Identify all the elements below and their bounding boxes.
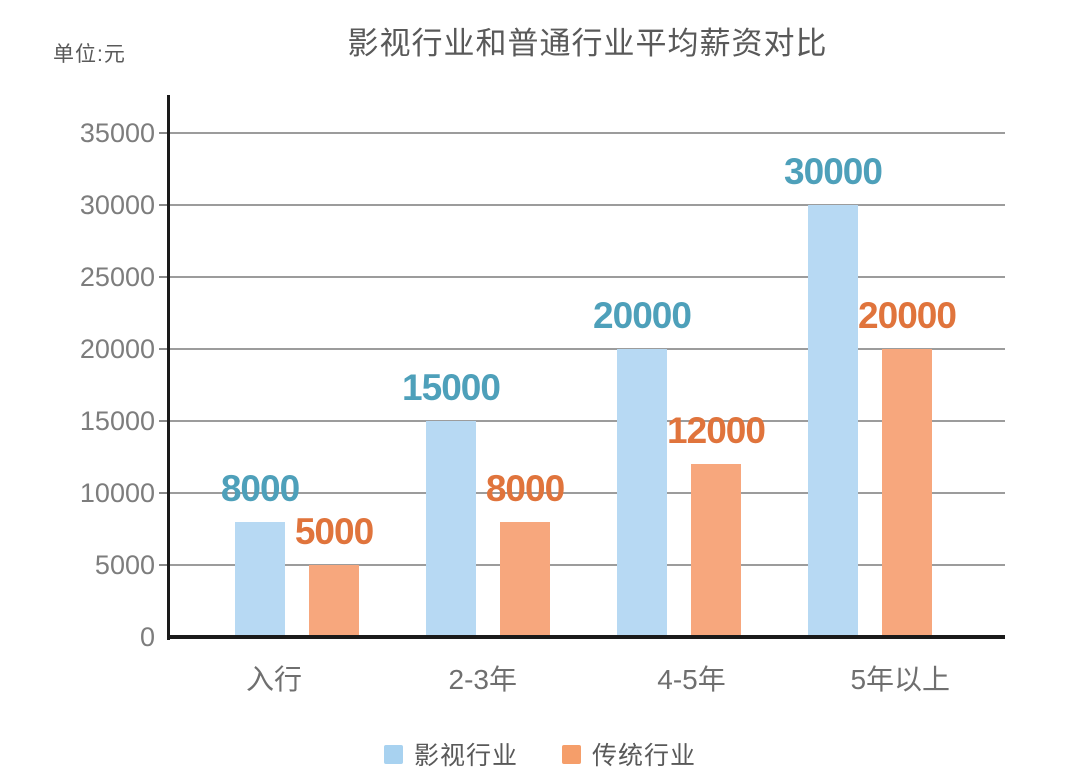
legend-label: 传统行业 (592, 742, 697, 770)
gridline (170, 132, 1005, 134)
bar-value-label: 5000 (294, 511, 374, 552)
gridline (170, 348, 1005, 350)
bar-value-label: 30000 (784, 151, 883, 192)
bar-traditional-industry (691, 464, 741, 637)
legend-item: 影视行业 (383, 736, 518, 772)
legend: 影视行业 传统行业 (0, 736, 1080, 772)
gridline (170, 420, 1005, 422)
gridline (170, 276, 1005, 278)
y-axis-tick (159, 420, 168, 422)
gridline (170, 492, 1005, 494)
bar-traditional-industry (309, 565, 359, 637)
bar-traditional-industry (882, 349, 932, 637)
chart-title: 影视行业和普通行业平均薪资对比 (347, 26, 828, 61)
gridline (170, 564, 1005, 566)
y-axis-tick-label: 5000 (94, 550, 155, 580)
bar-film-industry (808, 205, 858, 637)
bar-value-label: 20000 (858, 295, 957, 336)
y-axis-tick (159, 348, 168, 350)
legend-swatch (562, 744, 581, 764)
y-axis-tick-label: 10000 (79, 478, 155, 508)
y-axis-tick-label: 20000 (79, 334, 155, 364)
bar-value-label: 15000 (402, 367, 501, 408)
y-axis-tick-label: 35000 (79, 118, 155, 148)
y-axis-tick-label: 15000 (79, 406, 155, 436)
bar-value-label: 20000 (593, 295, 692, 336)
x-axis-category-label: 5年以上 (850, 664, 951, 695)
legend-label: 影视行业 (413, 742, 518, 770)
bar-value-label: 8000 (485, 467, 565, 509)
bar-value-label: 12000 (667, 410, 766, 452)
y-axis-tick-label: 30000 (79, 190, 155, 220)
bar-value-label: 8000 (220, 467, 300, 509)
y-axis-line (167, 95, 170, 640)
y-axis-tick-label: 0 (139, 622, 155, 652)
bar-film-industry (426, 421, 476, 637)
y-axis-tick (159, 564, 168, 566)
y-axis-tick (159, 492, 168, 494)
legend-item: 传统行业 (562, 736, 696, 772)
bar-film-industry (235, 521, 285, 637)
y-axis-tick (159, 132, 168, 134)
y-axis-tick-label: 25000 (79, 262, 155, 292)
y-axis-tick (159, 276, 168, 278)
bar-film-industry (617, 349, 667, 637)
x-axis-line (167, 635, 1005, 639)
bar-traditional-industry (500, 521, 550, 637)
unit-label: 单位:元 (53, 43, 126, 66)
legend-swatch (383, 744, 403, 764)
gridline (170, 204, 1005, 206)
x-axis-category-label: 4-5年 (657, 664, 726, 695)
y-axis-tick (159, 204, 168, 206)
x-axis-category-label: 2-3年 (448, 664, 517, 695)
x-axis-category-label: 入行 (245, 664, 303, 695)
